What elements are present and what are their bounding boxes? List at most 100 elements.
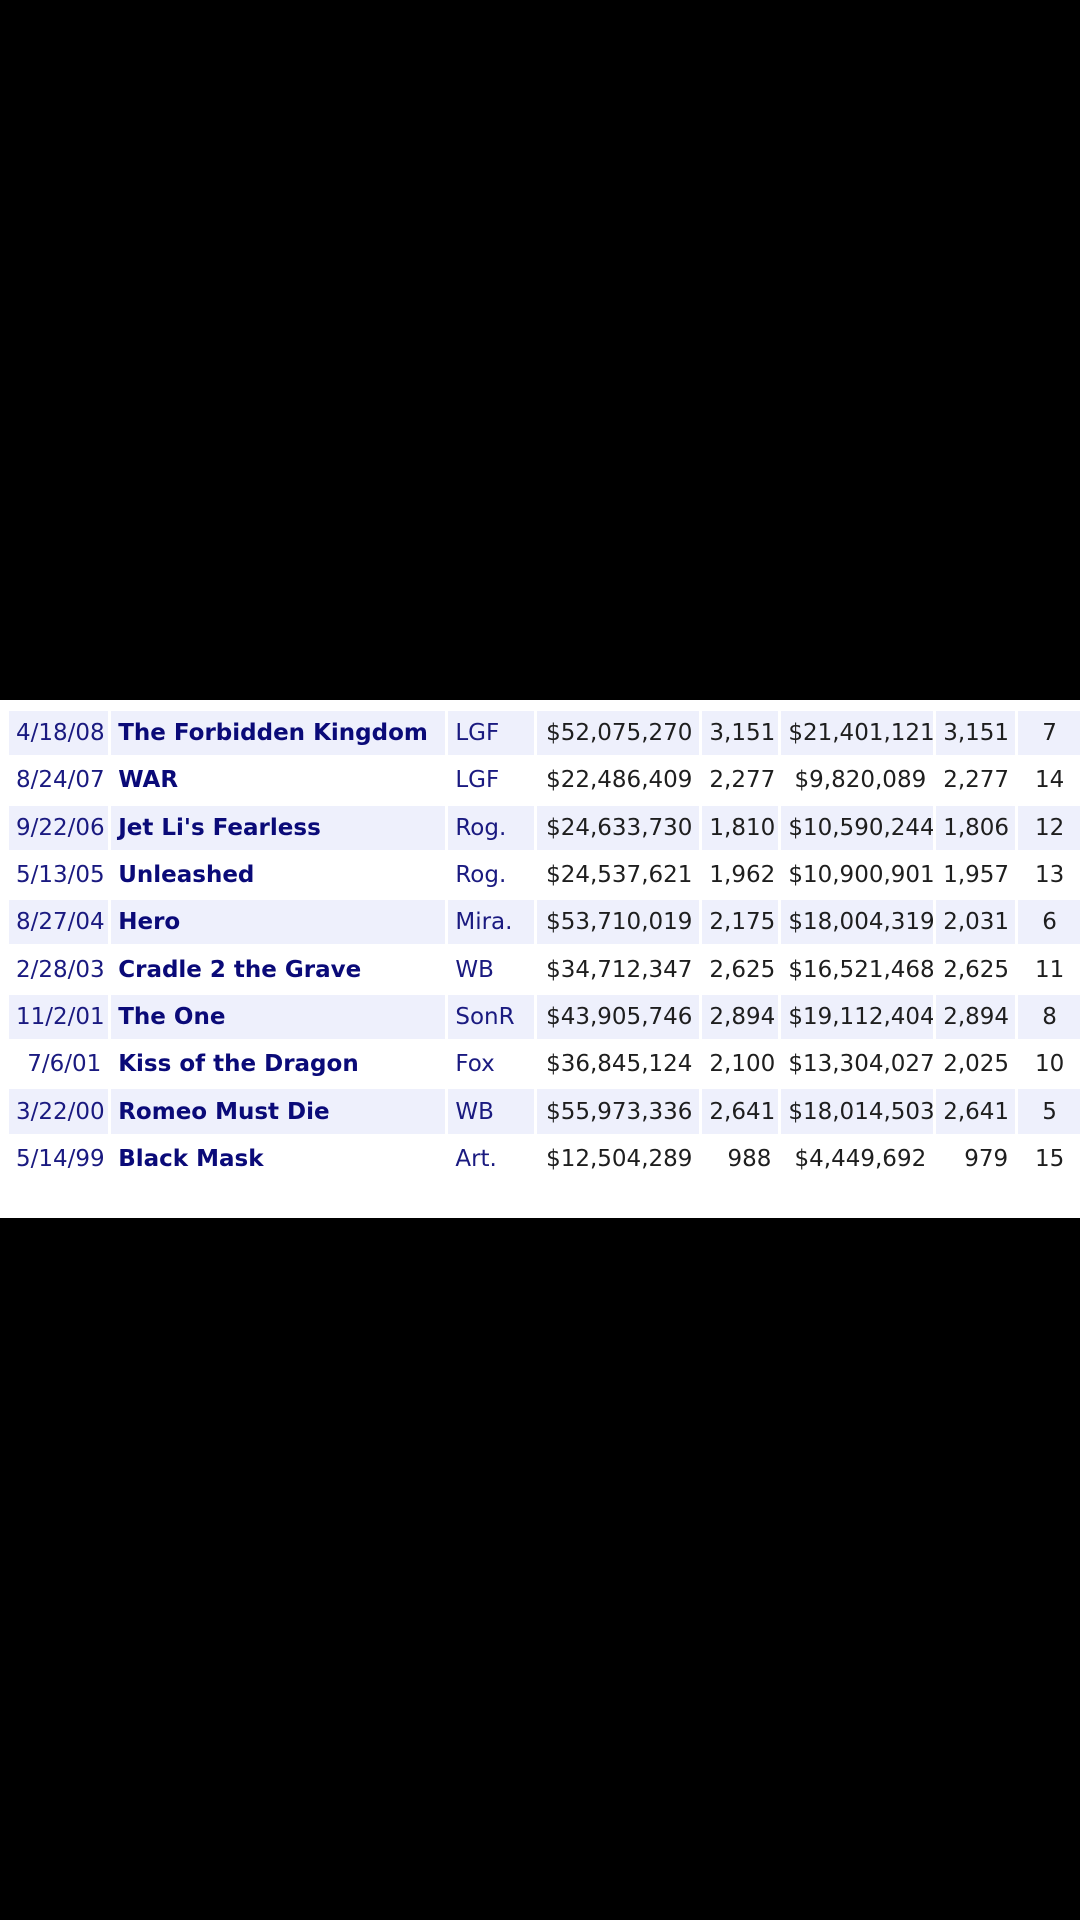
movie-title-link[interactable]: Romeo Must Die <box>118 1098 330 1125</box>
opening-theaters-cell: 979 <box>936 1136 1016 1181</box>
opening-theaters-cell: 1,806 <box>936 805 1016 850</box>
movie-title-cell: Black Mask <box>111 1136 446 1181</box>
table-row: 3/22/00 Romeo Must Die WB $55,973,336 2,641 $… <box>9 1089 1080 1134</box>
opening-gross-cell: $19,112,404 <box>781 994 934 1040</box>
total-gross-cell: $24,633,730 <box>537 805 700 850</box>
movie-title-cell: Romeo Must Die <box>111 1089 446 1134</box>
movie-title-link[interactable]: WAR <box>118 767 179 794</box>
opening-theaters-cell: 2,641 <box>936 1089 1016 1134</box>
movie-title-link[interactable]: The One <box>118 1003 226 1030</box>
movie-title-cell: Hero <box>111 900 446 945</box>
opening-gross-cell: $21,401,121 <box>781 711 934 756</box>
distributor-cell: Rog. <box>448 852 535 898</box>
movie-title-cell: Cradle 2 the Grave <box>111 947 446 992</box>
opening-gross-cell: $9,820,089 <box>781 758 934 803</box>
rank-cell: 11 <box>1018 947 1080 992</box>
total-gross-cell: $43,905,746 <box>537 994 700 1040</box>
theater-count-cell: 2,625 <box>702 947 779 992</box>
opening-theaters-cell: 2,894 <box>936 994 1016 1040</box>
release-date-cell: 9/22/06 <box>9 805 109 850</box>
table-body: 4/18/08 The Forbidden Kingdom LGF $52,075,2… <box>9 711 1080 1181</box>
theater-count-cell: 1,962 <box>702 852 779 898</box>
release-date-cell: 4/18/08 <box>9 711 109 756</box>
total-gross-cell: $34,712,347 <box>537 947 700 992</box>
opening-theaters-cell: 2,025 <box>936 1042 1016 1087</box>
total-gross-cell: $55,973,336 <box>537 1089 700 1134</box>
box-office-table: 4/18/08 The Forbidden Kingdom LGF $52,075,2… <box>6 708 1080 1184</box>
opening-theaters-cell: 2,625 <box>936 947 1016 992</box>
theater-count-cell: 3,151 <box>702 711 779 756</box>
total-gross-cell: $52,075,270 <box>537 711 700 756</box>
theater-count-cell: 2,641 <box>702 1089 779 1134</box>
rank-cell: 14 <box>1018 758 1080 803</box>
table-row: 7/6/01 Kiss of the Dragon Fox $36,845,124 2,… <box>9 1042 1080 1087</box>
total-gross-cell: $12,504,289 <box>537 1136 700 1181</box>
theater-count-cell: 1,810 <box>702 805 779 850</box>
release-date-cell: 11/2/01 <box>9 994 109 1040</box>
movie-title-cell: Kiss of the Dragon <box>111 1042 446 1087</box>
opening-gross-cell: $4,449,692 <box>781 1136 934 1181</box>
distributor-cell: WB <box>448 1089 535 1134</box>
distributor-cell: LGF <box>448 711 535 756</box>
movie-title-cell: The One <box>111 994 446 1040</box>
rank-cell: 5 <box>1018 1089 1080 1134</box>
opening-gross-cell: $16,521,468 <box>781 947 934 992</box>
release-date-cell: 5/14/99 <box>9 1136 109 1181</box>
table-row: 8/24/07 WAR LGF $22,486,409 2,277 $9,820,089 2… <box>9 758 1080 803</box>
movie-title-cell: Jet Li's Fearless <box>111 805 446 850</box>
distributor-cell: WB <box>448 947 535 992</box>
table-row: 5/13/05 Unleashed Rog. $24,537,621 1,962 $10,… <box>9 852 1080 898</box>
rank-cell: 13 <box>1018 852 1080 898</box>
movie-title-link[interactable]: Hero <box>118 909 181 936</box>
theater-count-cell: 2,277 <box>702 758 779 803</box>
total-gross-cell: $24,537,621 <box>537 852 700 898</box>
rank-cell: 8 <box>1018 994 1080 1040</box>
opening-theaters-cell: 2,031 <box>936 900 1016 945</box>
opening-gross-cell: $13,304,027 <box>781 1042 934 1087</box>
movie-title-link[interactable]: The Forbidden Kingdom <box>118 720 428 747</box>
opening-theaters-cell: 1,957 <box>936 852 1016 898</box>
total-gross-cell: $22,486,409 <box>537 758 700 803</box>
total-gross-cell: $36,845,124 <box>537 1042 700 1087</box>
release-date-cell: 2/28/03 <box>9 947 109 992</box>
movie-title-link[interactable]: Unleashed <box>118 862 255 889</box>
theater-count-cell: 2,100 <box>702 1042 779 1087</box>
total-gross-cell: $53,710,019 <box>537 900 700 945</box>
release-date-cell: 8/27/04 <box>9 900 109 945</box>
distributor-cell: Rog. <box>448 805 535 850</box>
opening-theaters-cell: 3,151 <box>936 711 1016 756</box>
theater-count-cell: 2,175 <box>702 900 779 945</box>
table-row: 9/22/06 Jet Li's Fearless Rog. $24,633,730 1… <box>9 805 1080 850</box>
opening-gross-cell: $10,590,244 <box>781 805 934 850</box>
opening-gross-cell: $18,014,503 <box>781 1089 934 1134</box>
theater-count-cell: 2,894 <box>702 994 779 1040</box>
opening-gross-cell: $10,900,901 <box>781 852 934 898</box>
release-date-cell: 8/24/07 <box>9 758 109 803</box>
opening-theaters-cell: 2,277 <box>936 758 1016 803</box>
movie-title-link[interactable]: Black Mask <box>118 1145 264 1172</box>
theater-count-cell: 988 <box>702 1136 779 1181</box>
table-row: 11/2/01 The One SonR $43,905,746 2,894 $19,11… <box>9 994 1080 1040</box>
rank-cell: 15 <box>1018 1136 1080 1181</box>
release-date-cell: 3/22/00 <box>9 1089 109 1134</box>
release-date-cell: 7/6/01 <box>9 1042 109 1087</box>
movie-title-cell: The Forbidden Kingdom <box>111 711 446 756</box>
distributor-cell: SonR <box>448 994 535 1040</box>
table-row: 4/18/08 The Forbidden Kingdom LGF $52,075,2… <box>9 711 1080 756</box>
table-row: 5/14/99 Black Mask Art. $12,504,289 988 $4,44… <box>9 1136 1080 1181</box>
movie-title-link[interactable]: Kiss of the Dragon <box>118 1051 359 1078</box>
movie-title-cell: WAR <box>111 758 446 803</box>
distributor-cell: LGF <box>448 758 535 803</box>
distributor-cell: Fox <box>448 1042 535 1087</box>
rank-cell: 12 <box>1018 805 1080 850</box>
rank-cell: 7 <box>1018 711 1080 756</box>
distributor-cell: Art. <box>448 1136 535 1181</box>
distributor-cell: Mira. <box>448 900 535 945</box>
table-row: 2/28/03 Cradle 2 the Grave WB $34,712,347 2,… <box>9 947 1080 992</box>
movie-title-link[interactable]: Cradle 2 the Grave <box>118 956 362 983</box>
movie-title-link[interactable]: Jet Li's Fearless <box>118 814 321 841</box>
movie-title-cell: Unleashed <box>111 852 446 898</box>
rank-cell: 6 <box>1018 900 1080 945</box>
table-row: 8/27/04 Hero Mira. $53,710,019 2,175 $18,004,… <box>9 900 1080 945</box>
opening-gross-cell: $18,004,319 <box>781 900 934 945</box>
